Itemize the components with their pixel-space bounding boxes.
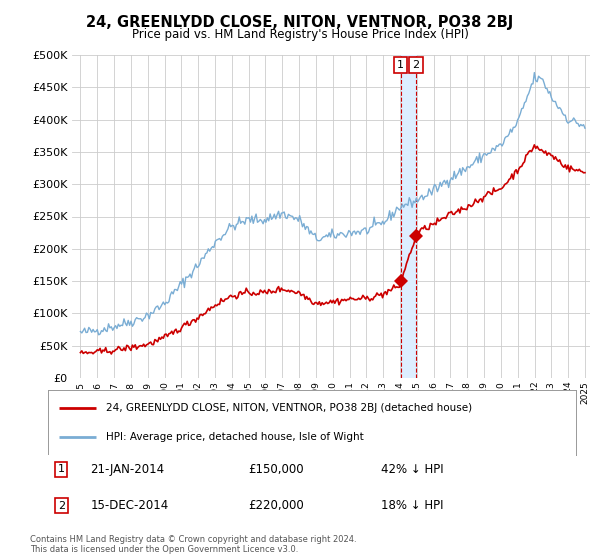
Text: Contains HM Land Registry data © Crown copyright and database right 2024.
This d: Contains HM Land Registry data © Crown c…	[30, 535, 356, 554]
Text: 42% ↓ HPI: 42% ↓ HPI	[380, 463, 443, 476]
Text: £150,000: £150,000	[248, 463, 304, 476]
Text: 24, GREENLYDD CLOSE, NITON, VENTNOR, PO38 2BJ (detached house): 24, GREENLYDD CLOSE, NITON, VENTNOR, PO3…	[106, 403, 472, 413]
Text: 18% ↓ HPI: 18% ↓ HPI	[380, 499, 443, 512]
Text: 24, GREENLYDD CLOSE, NITON, VENTNOR, PO38 2BJ: 24, GREENLYDD CLOSE, NITON, VENTNOR, PO3…	[86, 15, 514, 30]
Text: £220,000: £220,000	[248, 499, 304, 512]
Text: 1: 1	[58, 464, 65, 474]
Text: HPI: Average price, detached house, Isle of Wight: HPI: Average price, detached house, Isle…	[106, 432, 364, 442]
Text: 21-JAN-2014: 21-JAN-2014	[90, 463, 164, 476]
Text: Price paid vs. HM Land Registry's House Price Index (HPI): Price paid vs. HM Land Registry's House …	[131, 28, 469, 41]
Text: 2: 2	[413, 60, 419, 69]
Text: 1: 1	[397, 60, 404, 69]
Text: 15-DEC-2014: 15-DEC-2014	[90, 499, 169, 512]
Text: 2: 2	[58, 501, 65, 511]
Bar	[401, 55, 416, 378]
